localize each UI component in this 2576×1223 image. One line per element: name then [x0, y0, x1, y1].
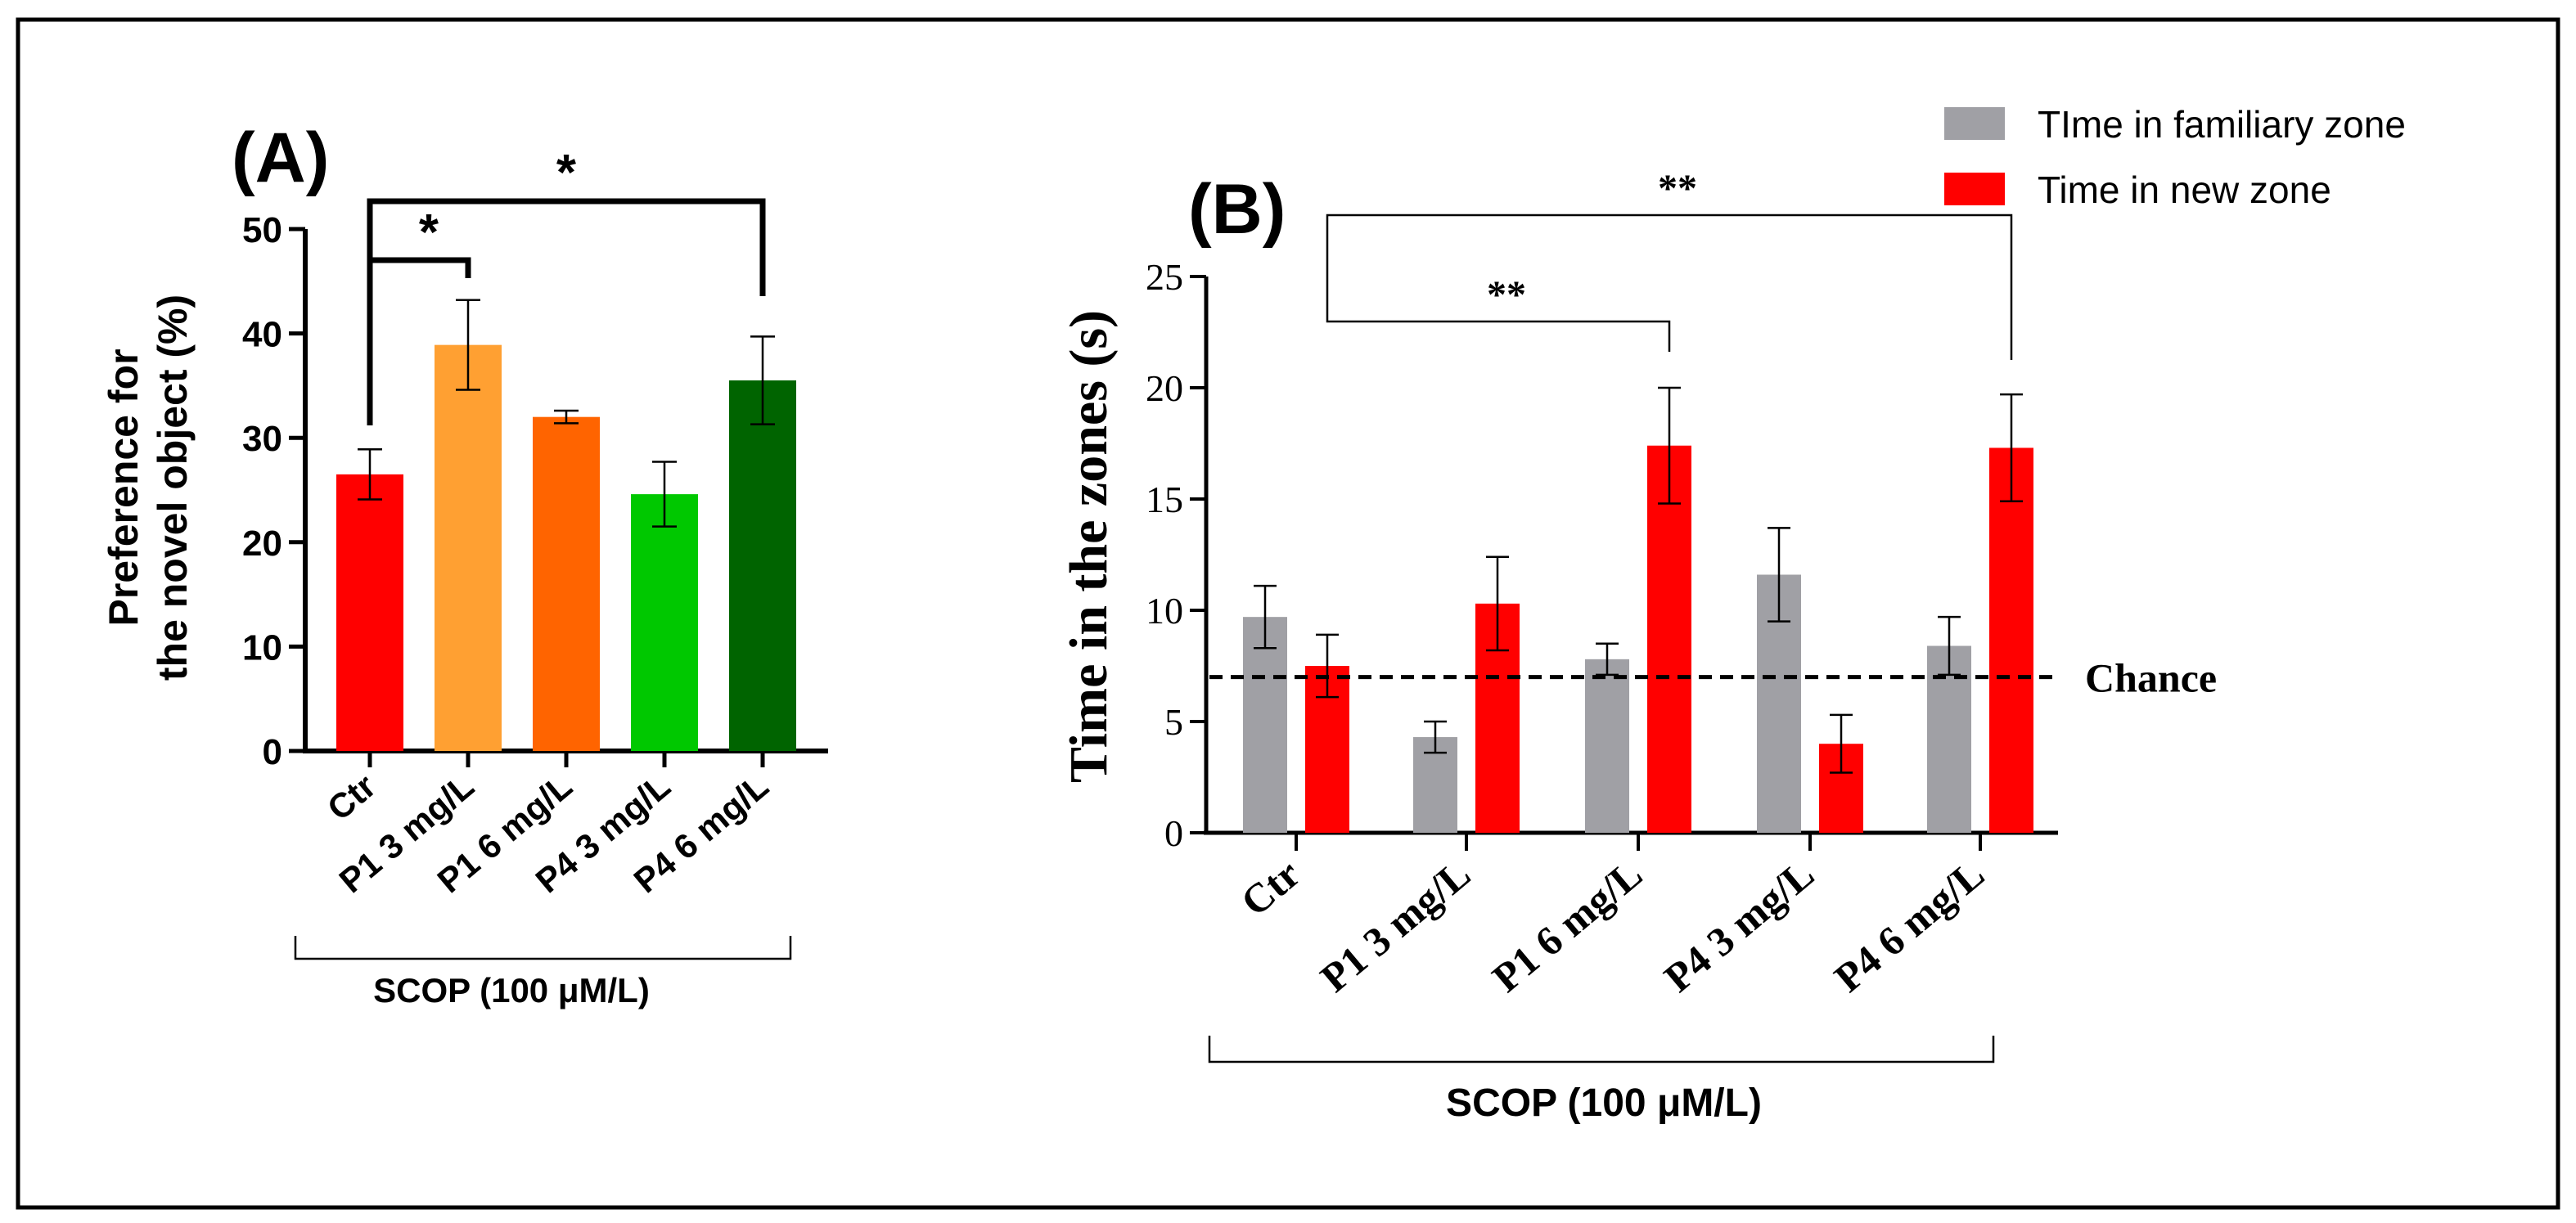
legend-label-familiar: TIme in familiary zone	[2038, 103, 2406, 146]
panel-a-y-tick-label: 40	[242, 315, 282, 355]
panel-b-axes: 0 5 10 15 20 25	[1146, 256, 2058, 854]
panel-a-bar-ctr	[336, 474, 403, 751]
panel-a-significance: **	[367, 145, 766, 425]
panel-b-x-tick-label-p1-6-mg-l: P1 6 mg/L	[1484, 851, 1651, 1001]
panel-b-chance-label: Chance	[2085, 655, 2217, 701]
panel-b-y-axis-label: Time in the zones (s)	[1059, 310, 1119, 783]
panel-b-group-bracket	[1208, 1036, 1995, 1063]
panel-a-group-bracket	[294, 936, 792, 960]
panel-a-significance-star-2: *	[556, 145, 577, 201]
panel-b-y-tick-label: 10	[1146, 590, 1183, 632]
panel-b-significance: ** **	[1326, 167, 2013, 360]
panel-b-x-tick-label-p1-3-mg-l: P1 3 mg/L	[1312, 851, 1479, 1001]
panel-a-bars	[336, 299, 796, 751]
panel-a-y-axis-label-line1: Preference for	[101, 348, 146, 626]
panel-b-bars	[1243, 386, 2033, 833]
panel-a: (A) Preference for the novel object (%) …	[101, 119, 828, 1009]
panel-a-y-tick-label: 20	[242, 524, 282, 564]
panel-b-significance-bracket-ctr-p1-6	[1326, 290, 1671, 352]
panel-b-x-tick-label-p4-3-mg-l: P4 3 mg/L	[1655, 851, 1822, 1001]
panel-a-y-tick-label: 50	[242, 210, 282, 250]
panel-a-y-axis-label-line2: the novel object (%)	[150, 295, 196, 681]
panel-b-bar-p4-6-mg-l-new	[1989, 447, 2033, 833]
panel-a-x-tick-label-ctr: Ctr	[320, 767, 383, 828]
panel-b-x-tick-labels: Ctr P1 3 mg/L P1 6 mg/L P4 3 mg/L P4 6 mg/L	[1232, 851, 1993, 1001]
panel-a-bar-p1-3-mg-l	[435, 344, 502, 751]
panel-a-bar-p1-6-mg-l	[533, 416, 600, 751]
panel-b-y-tick-label: 15	[1146, 479, 1183, 520]
panel-b-y-tick-label: 0	[1164, 812, 1183, 854]
panel-a-significance-star-1: *	[419, 205, 439, 261]
panel-b-x-tick-label-ctr: Ctr	[1232, 851, 1308, 925]
panel-b-y-tick-label: 20	[1146, 367, 1183, 409]
panel-b-bar-ctr-familiar	[1243, 617, 1287, 833]
panel-b-significance-stars-2: **	[1658, 167, 1697, 210]
panel-b-x-tick-label-p4-6-mg-l: P4 6 mg/L	[1826, 851, 1993, 1001]
panel-b-bar-p1-6-mg-l-new	[1647, 445, 1691, 833]
legend-swatch-new	[1944, 173, 2005, 205]
panel-a-axes: 0 10 20 30 40 50	[242, 210, 828, 772]
panel-a-y-tick-label: 30	[242, 419, 282, 459]
panel-b-group-label: SCOP (100 μM/L)	[1446, 1081, 1762, 1125]
legend-swatch-familiar	[1944, 107, 2005, 140]
panel-b-significance-bracket-ctr-p4-6	[1326, 214, 2013, 360]
panel-b-legend: TIme in familiary zone Time in new zone	[1944, 103, 2406, 211]
figure-border	[16, 17, 2560, 1210]
legend-label-new: Time in new zone	[2038, 169, 2331, 211]
panel-b-y-tick-label: 5	[1164, 701, 1183, 743]
panel-a-group-label: SCOP (100 μM/L)	[373, 971, 650, 1009]
panel-a-y-tick-label: 0	[263, 732, 282, 772]
panel-a-significance-bracket-ctr-p4-6	[367, 198, 766, 425]
panel-b: (B) Time in the zones (s) 0 5 10 15 20 25 Cha…	[1059, 103, 2406, 1125]
panel-a-y-tick-label: 10	[242, 627, 282, 668]
panel-b-label: (B)	[1188, 170, 1286, 249]
panel-a-label: (A)	[232, 119, 329, 197]
panel-b-y-tick-label: 25	[1146, 256, 1183, 298]
panel-a-bar-p4-3-mg-l	[631, 494, 698, 751]
panel-a-bar-p4-6-mg-l	[729, 380, 796, 751]
panel-b-chance-line: Chance	[1209, 655, 2217, 701]
panel-b-bar-p1-6-mg-l-familiar	[1585, 659, 1629, 833]
panel-b-significance-stars-1: **	[1487, 273, 1526, 317]
